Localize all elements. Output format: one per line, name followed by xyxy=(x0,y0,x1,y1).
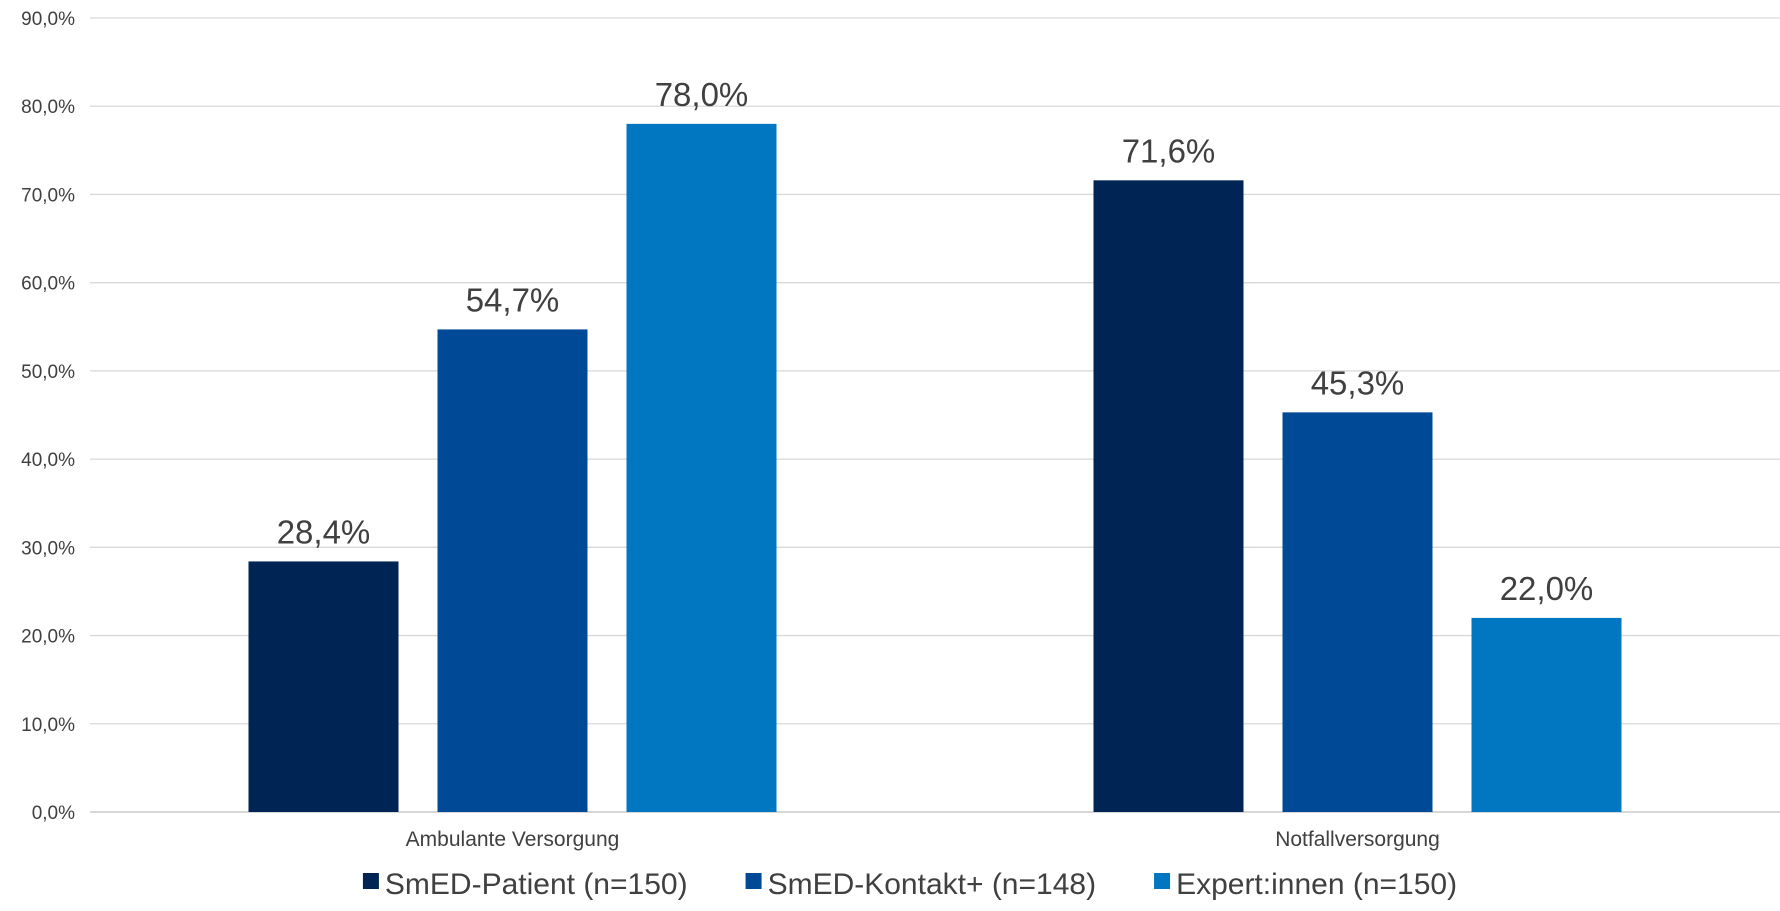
data-label: 45,3% xyxy=(1311,364,1405,401)
legend-label: SmED-Kontakt+ (n=148) xyxy=(768,868,1097,901)
y-tick-label: 40,0% xyxy=(21,450,75,471)
legend-label: SmED-Patient (n=150) xyxy=(385,868,688,901)
x-category-label: Notfallversorgung xyxy=(1275,828,1440,851)
y-tick-label: 50,0% xyxy=(21,362,75,383)
legend-item: SmED-Patient (n=150) xyxy=(362,868,688,901)
bar xyxy=(248,561,399,812)
y-tick-label: 30,0% xyxy=(21,538,75,559)
y-tick-label: 20,0% xyxy=(21,627,75,648)
data-label: 54,7% xyxy=(466,281,560,318)
legend-swatch xyxy=(745,873,762,889)
bar xyxy=(1471,617,1622,812)
data-label: 71,6% xyxy=(1122,132,1216,169)
y-tick-label: 90,0% xyxy=(21,9,75,30)
y-tick-label: 60,0% xyxy=(21,274,75,295)
legend: SmED-Patient (n=150) SmED-Kontakt+ (n=148… xyxy=(362,868,1457,901)
bar xyxy=(626,123,777,812)
legend-item: SmED-Kontakt+ (n=148) xyxy=(745,868,1097,901)
bar xyxy=(437,329,588,812)
bar xyxy=(1282,412,1433,812)
x-axis: Ambulante Versorgung Notfallversorgung xyxy=(406,828,1440,851)
data-label: 78,0% xyxy=(655,76,749,113)
data-labels: 28,4% 54,7% 78,0% 71,6% 45,3% 22,0% xyxy=(277,76,1594,607)
bar xyxy=(1093,180,1244,813)
x-category-label: Ambulante Versorgung xyxy=(406,828,620,851)
y-tick-label: 80,0% xyxy=(21,97,75,118)
y-tick-label: 0,0% xyxy=(32,803,75,824)
bars xyxy=(248,123,1622,813)
y-tick-label: 70,0% xyxy=(21,185,75,206)
data-label: 22,0% xyxy=(1500,570,1594,607)
y-axis: 0,0% 10,0% 20,0% 30,0% 40,0% 50,0% 60,0% 70,0% 8… xyxy=(21,9,75,824)
legend-label: Expert:innen (n=150) xyxy=(1176,868,1457,901)
legend-swatch xyxy=(1154,873,1171,889)
legend-swatch xyxy=(362,873,379,889)
legend-item: Expert:innen (n=150) xyxy=(1154,868,1457,901)
y-tick-label: 10,0% xyxy=(21,715,75,736)
data-label: 28,4% xyxy=(277,513,371,550)
